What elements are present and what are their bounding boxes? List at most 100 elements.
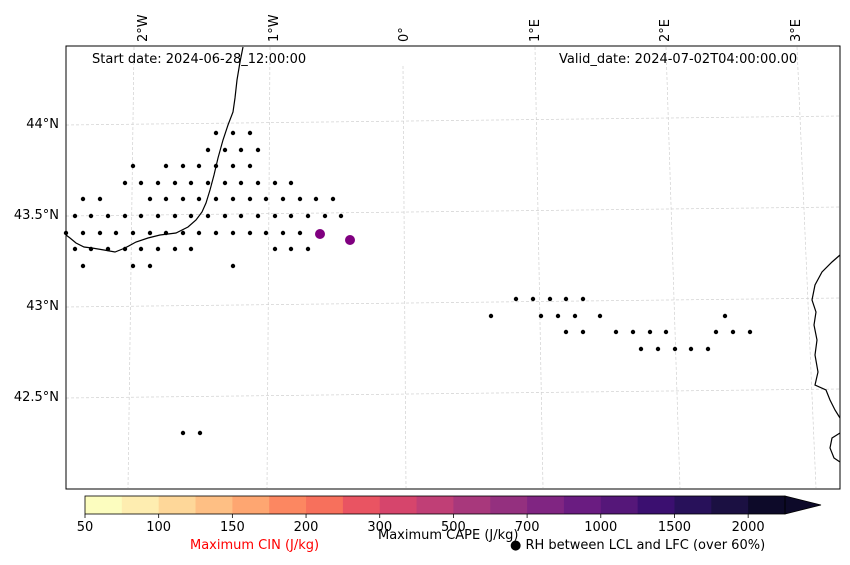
- rh-dot: [97, 230, 103, 236]
- rh-dot: [138, 180, 144, 186]
- rh-dot: [105, 213, 111, 219]
- rh-dot: [196, 196, 202, 202]
- rh-dot: [638, 346, 644, 352]
- rh-dot: [188, 213, 194, 219]
- colorbar-segment: [490, 496, 528, 514]
- start-date-label: Start date: 2024-06-28_12:00:00: [92, 52, 307, 67]
- cape-label: Maximum CAPE (J/kg): [378, 528, 519, 543]
- rh-dot: [688, 346, 694, 352]
- rh-dot: [247, 230, 253, 236]
- rh-dot: [163, 196, 169, 202]
- rh-dot: [88, 213, 94, 219]
- rh-dot: [196, 230, 202, 236]
- colorbar-segment: [416, 496, 454, 514]
- rh-dot: [630, 329, 636, 335]
- colorbar-segment: [637, 496, 675, 514]
- rh-dot: [297, 196, 303, 202]
- rh-dot: [138, 213, 144, 219]
- rh-dot: [230, 230, 236, 236]
- colorbar-segment: [527, 496, 565, 514]
- rh-dot: [147, 263, 153, 269]
- rh-legend: ● RH between LCL and LFC (over 60%): [510, 538, 765, 553]
- rh-legend-label: RH between LCL and LFC (over 60%): [525, 538, 766, 553]
- cape-marker: [315, 229, 325, 239]
- colorbar-ticks: 50 100 150 200 300 500 700 1000 1500 2000: [77, 514, 765, 535]
- rh-dot: [280, 196, 286, 202]
- colorbar-segment: [600, 496, 639, 514]
- rh-dot: [330, 196, 336, 202]
- rh-dot: [305, 213, 311, 219]
- rh-dot: [188, 180, 194, 186]
- colorbar-segment: [453, 496, 491, 514]
- rh-dot: [322, 213, 328, 219]
- colorbar-segment: [563, 496, 602, 514]
- rh-dot: [180, 230, 186, 236]
- map-gridlines: [65, 46, 841, 489]
- lon-label: 0°: [397, 27, 412, 42]
- rh-dot: [205, 180, 211, 186]
- lat-label: 43.5°N: [14, 208, 59, 223]
- rh-dot: [155, 246, 161, 252]
- rh-dot: [288, 180, 294, 186]
- rh-dot: [272, 213, 278, 219]
- rh-dot: [547, 296, 553, 302]
- coastline: [65, 46, 841, 463]
- colorbar-tick-label: 150: [220, 520, 245, 535]
- rh-dot: [722, 313, 728, 319]
- colorbar-segment: [232, 496, 270, 514]
- rh-dot: [580, 296, 586, 302]
- rh-dot: [572, 313, 578, 319]
- rh-dot: [147, 230, 153, 236]
- rh-dot: [213, 163, 219, 169]
- rh-dot: [538, 313, 544, 319]
- colorbar-tick-label: 200: [294, 520, 319, 535]
- colorbar-segment: [342, 496, 381, 514]
- cin-markers-layer: [315, 229, 355, 245]
- rh-dot: [72, 246, 78, 252]
- rh-legend-dot-icon: ●: [510, 538, 522, 553]
- rh-dot: [213, 130, 219, 136]
- rh-dot: [305, 246, 311, 252]
- rh-dot: [80, 196, 86, 202]
- rh-dot: [647, 329, 653, 335]
- rh-dot: [197, 430, 203, 436]
- rh-dot: [213, 230, 219, 236]
- rh-dot: [488, 313, 494, 319]
- rh-dot: [672, 346, 678, 352]
- colorbar-segment: [158, 496, 197, 514]
- rh-dot: [338, 213, 344, 219]
- colorbar-segment: [748, 496, 786, 514]
- rh-dot: [255, 213, 261, 219]
- colorbar-segment: [269, 496, 307, 514]
- colorbar-segment: [674, 496, 712, 514]
- colorbar-segment: [121, 496, 160, 514]
- rh-dot: [563, 296, 569, 302]
- rh-dot: [513, 296, 519, 302]
- rh-dot: [113, 230, 119, 236]
- lon-labels: 2°W 1°W 0° 1°E 2°E 3°E: [136, 14, 804, 42]
- rh-dot: [180, 430, 186, 436]
- colorbar-segment: [711, 496, 749, 514]
- colorbar-frame: [84, 495, 786, 515]
- rh-dot: [130, 263, 136, 269]
- rh-dot: [188, 246, 194, 252]
- rh-dot: [97, 196, 103, 202]
- rh-dot: [205, 147, 211, 153]
- rh-dot: [122, 180, 128, 186]
- rh-dot: [155, 213, 161, 219]
- colorbar-segment: [85, 496, 123, 514]
- rh-dot: [230, 130, 236, 136]
- rh-dot: [180, 163, 186, 169]
- colorbar-tick-label: 50: [77, 520, 94, 535]
- rh-dot: [255, 180, 261, 186]
- valid-date-label: Valid_date: 2024-07-02T04:00:00.00: [559, 52, 798, 67]
- rh-dot: [555, 313, 561, 319]
- rh-dot: [163, 230, 169, 236]
- rh-dot: [80, 263, 86, 269]
- rh-dot: [213, 196, 219, 202]
- rh-dot: [122, 213, 128, 219]
- rh-dot: [105, 246, 111, 252]
- cape-marker: [345, 235, 355, 245]
- rh-dot: [263, 230, 269, 236]
- rh-dot: [172, 213, 178, 219]
